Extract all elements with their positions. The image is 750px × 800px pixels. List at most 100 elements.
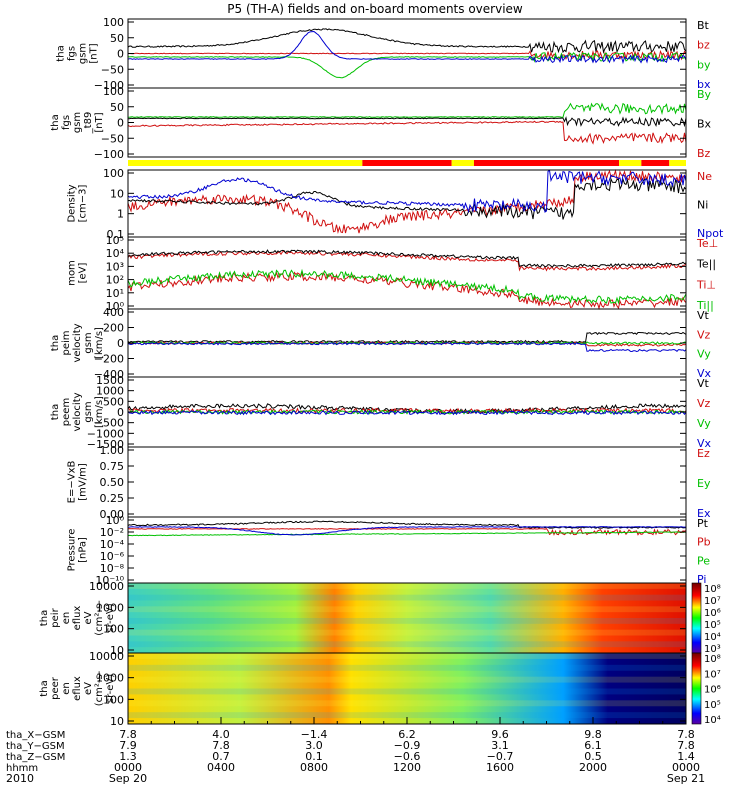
spectrogram-band xyxy=(128,688,686,695)
y-tick-label: 10000 xyxy=(89,580,124,593)
y-axis-label-line: gsm xyxy=(83,332,94,353)
legend-entry: Vz xyxy=(697,397,711,410)
colorbar-tick-label: 10⁴ xyxy=(704,715,721,726)
y-tick-label: 0 xyxy=(117,117,124,130)
series-line-Ti⊥ xyxy=(127,271,687,311)
y-tick-label: 10000 xyxy=(89,650,124,663)
legend-entry: Ex xyxy=(697,507,711,520)
legend-entry: Bt xyxy=(697,19,710,32)
y-axis-label: thapeerenefluxeV(cm²-s-sr-eV) xyxy=(39,670,116,706)
y-tick-label: 500 xyxy=(103,395,124,408)
y-tick-label: 0.00 xyxy=(100,508,125,521)
legend-entry: Ti⊥ xyxy=(696,278,716,291)
x-row-value: 7.8 xyxy=(212,739,230,752)
y-axis-label-line: [km/s] xyxy=(94,396,105,428)
series-line-Vt xyxy=(127,403,687,415)
y-axis-label: mom[eV] xyxy=(67,260,89,286)
y-axis-label-line: en xyxy=(61,682,72,695)
y-tick-label: −1000 xyxy=(87,427,124,440)
y-axis-label-line: velocity xyxy=(72,392,83,431)
x-row-value: 2000 xyxy=(579,761,607,774)
y-tick-label: 10⁻⁸ xyxy=(100,562,125,575)
status-segment xyxy=(669,160,686,166)
colorbar-tick-label: 10⁸ xyxy=(704,654,721,665)
spectrogram-band xyxy=(128,653,686,659)
y-tick-label: −500 xyxy=(94,417,124,430)
x-row-value: −0.9 xyxy=(394,739,421,752)
panel-7: 1.00 0.75 0.50 0.25 0.00 E=−VxB[mV/m] Ez Ey Ex xyxy=(67,444,711,521)
legend-entry: Pi xyxy=(697,573,706,586)
series-line-bx xyxy=(127,30,687,65)
y-tick-label: −1500 xyxy=(87,438,124,451)
series-line-Vy xyxy=(127,409,687,415)
spectrogram xyxy=(128,583,686,653)
y-axis-label-line: sr-eV) xyxy=(105,674,116,703)
spectrogram-band xyxy=(128,606,686,613)
legend-entry: Vx xyxy=(697,437,712,450)
y-axis-label-line: fgs xyxy=(67,46,78,61)
y-tick-label: −50 xyxy=(101,132,124,145)
y-axis-label-line: peim xyxy=(61,330,72,355)
y-axis-label-line: peer xyxy=(50,676,61,700)
x-row-value: 0400 xyxy=(207,761,235,774)
y-axis-label: thapeirenefluxeV(cm²-s-sr-eV) xyxy=(39,600,116,636)
y-axis-label-line: eV xyxy=(83,611,94,624)
y-tick-label: 1500 xyxy=(96,374,124,387)
y-axis-label-line: [mV/m] xyxy=(78,463,89,501)
spectrogram-band xyxy=(128,664,686,671)
spectrogram xyxy=(128,653,686,724)
x-row-value: 6.1 xyxy=(584,739,602,752)
series-line-Ti|| xyxy=(127,268,687,305)
y-axis-label-line: _t89 xyxy=(83,112,94,135)
y-tick-label: 10⁵ xyxy=(106,234,124,247)
series-line-Te⊥ xyxy=(127,250,687,272)
y-tick-label: 100 xyxy=(103,693,124,706)
legend-entry: Bx xyxy=(697,118,712,131)
y-tick-label: 400 xyxy=(103,306,124,319)
y-tick-label: 1 xyxy=(117,208,124,221)
series-line-by xyxy=(127,51,687,79)
y-tick-label: 1000 xyxy=(96,385,124,398)
legend-entry: Npot xyxy=(697,227,724,240)
colorbar-tick-label: 10⁴ xyxy=(704,632,721,643)
y-tick-label: 1.00 xyxy=(100,444,125,457)
colorbar-tick-label: 10³ xyxy=(704,644,721,655)
y-axis-label-line: tha xyxy=(50,335,61,351)
x-row-label: tha_X−GSM xyxy=(6,730,65,741)
y-tick-label: 10⁰ xyxy=(106,300,125,313)
y-tick-label: 10 xyxy=(110,715,124,728)
y-axis-label-line: [eV] xyxy=(78,263,89,284)
panel-2: 100 50 0 −50 −100 thafgsgsm_t89[nT] By Bx Bz xyxy=(50,85,712,161)
spectrogram-band xyxy=(128,583,686,589)
panel-9: 10⁸10⁷10⁶10⁵10⁴10³10000100010010thapeire… xyxy=(39,580,721,657)
y-tick-label: 0 xyxy=(117,406,124,419)
legend-entry: Ni xyxy=(697,199,708,212)
y-tick-label: 10³ xyxy=(106,260,124,273)
y-axis-label-line: [cm−3] xyxy=(78,185,89,223)
series-line-Vy xyxy=(127,341,686,345)
y-axis-label-line: [nPa] xyxy=(78,537,89,563)
y-axis-label-line: (cm²-s- xyxy=(94,600,105,636)
y-tick-label: 10⁻² xyxy=(100,526,124,539)
y-axis-label-line: peir xyxy=(50,607,61,627)
x-row-value: −0.7 xyxy=(487,750,514,763)
y-tick-label: −50 xyxy=(101,63,124,76)
legend-entry: Ez xyxy=(697,447,710,460)
y-tick-label: −100 xyxy=(94,148,124,161)
x-row-value: 0.1 xyxy=(305,750,323,763)
spectrogram-band xyxy=(128,594,686,601)
y-tick-label: 10 xyxy=(110,187,124,200)
colorbar-tick-label: 10⁷ xyxy=(704,596,721,607)
x-row-value: −1.4 xyxy=(301,728,328,741)
legend-entry: Bz xyxy=(697,147,711,160)
legend-entry: Ne xyxy=(697,170,712,183)
spectrogram-band xyxy=(128,618,686,624)
series-line-Pe xyxy=(127,531,687,537)
y-tick-label: 0.50 xyxy=(100,476,125,489)
y-tick-label: 1000 xyxy=(96,601,124,614)
colorbar-tick-label: 10⁶ xyxy=(704,685,721,696)
y-axis-label-line: Density xyxy=(67,184,78,222)
series-line-Pi xyxy=(127,526,686,536)
